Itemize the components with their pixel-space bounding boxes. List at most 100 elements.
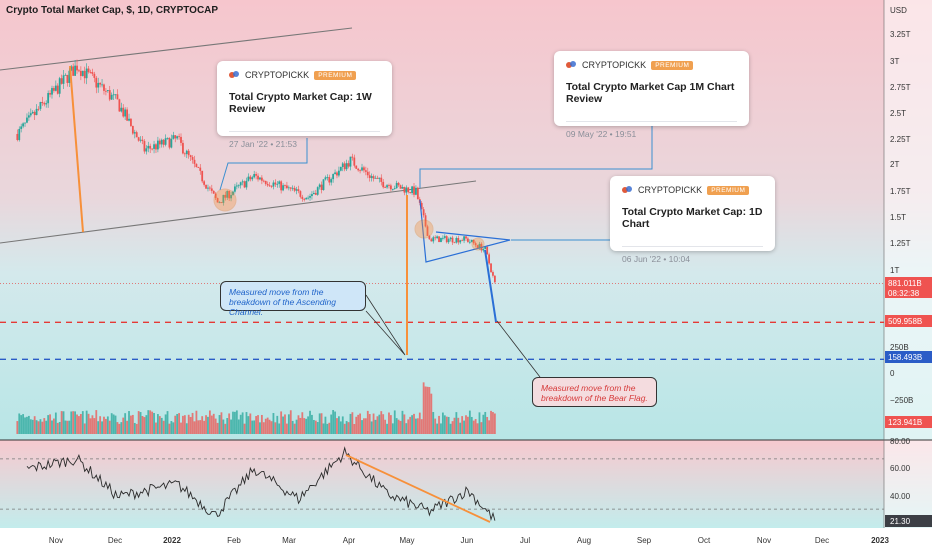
publication-card-1w-review[interactable]: CRYPTOPICKK PREMIUM Total Crypto Market … [217,61,392,149]
time-tick: Nov [757,536,771,545]
volume-bar [474,419,477,434]
volume-bar [334,411,336,434]
rsi-current-label-bg [885,515,932,527]
candle-body [320,184,323,191]
publication-card-1m-review[interactable]: CRYPTOPICKK PREMIUM Total Crypto Market … [554,51,749,139]
volume-bar [116,422,119,434]
volume-bar [37,421,40,434]
price-tick: 3.25T [890,30,911,39]
price-axis-background [884,0,932,528]
trendlines[interactable] [0,27,477,244]
candle-body [311,194,313,197]
volume-bar [486,416,489,434]
price-tick: 250B [890,343,909,352]
volume-bar [130,415,132,434]
volume-bar [112,414,115,434]
candle-body [95,77,98,88]
candle-body [91,72,94,74]
candle-body [455,238,458,243]
candle-body [26,117,28,123]
premium-badge: PREMIUM [707,185,750,195]
candle-body [197,167,200,168]
candle-body [208,187,211,189]
candle-body [31,111,34,114]
candle-body [53,88,55,91]
candle-body [318,184,321,188]
candle-body [447,239,450,243]
overlay-drawings[interactable] [69,65,653,378]
price-axis-unit: USD [890,6,907,15]
volume-bar [468,410,471,434]
price-tick: 1.25T [890,239,911,248]
volume-bar [272,413,275,434]
candle-body [336,172,338,176]
candle-body [106,90,109,92]
volume-bar [465,415,467,434]
volume-bar [270,421,273,434]
candle-body [66,74,69,83]
volume-bar [232,411,234,434]
candle-body [210,188,213,191]
publication-card-1d-chart[interactable]: CRYPTOPICKK PREMIUM Total Crypto Market … [610,176,775,264]
price-tick: 1.75T [890,187,911,196]
current-price-label-bg [885,277,932,298]
volume-bar [62,411,65,434]
candle-body [388,185,390,187]
price-axis-ticks: 3.25T 3T 2.75T 2.5T 2.25T 2T 1.75T 1.5T … [890,30,913,405]
volume-bar [189,416,192,434]
candle-body [268,185,271,187]
volume-bar [105,418,107,434]
candle-body [467,238,469,242]
bear-flag-note[interactable]: Measured move from the breakdown of the … [532,377,657,407]
volume-bar [22,414,25,434]
candle-body [255,174,258,176]
candle-body [301,196,304,199]
volume-bar [391,423,394,434]
candle-body [58,78,61,94]
price-tick: 2.5T [890,109,906,118]
volume-bar [457,417,460,434]
volume-bar [347,422,350,434]
volume-bar [393,410,396,434]
candle-body [29,113,32,116]
candle-body [178,136,180,138]
candle-body [232,191,234,195]
volume-bar [103,416,105,434]
candle-body [376,177,379,179]
candle-body [235,185,238,187]
candle-body [247,176,250,181]
candle-body [420,202,423,210]
candle-body [393,188,396,190]
time-tick: Jun [461,536,474,545]
rsi-current-label: 21.30 [890,517,911,526]
candle-body [64,74,67,76]
volume-bar [380,411,383,434]
volume-bar [174,415,177,434]
volume-bar [26,416,28,434]
volume-bar [216,422,219,434]
candle-body [257,175,259,180]
volume-bar [131,414,134,434]
volume-bar [72,411,75,434]
volume-bar [118,423,121,434]
volume-bar [451,421,454,434]
channel-lower-line [0,180,477,244]
channel-breakdown-note[interactable]: Measured move from the breakdown of the … [220,281,366,317]
candle-body [116,94,119,100]
candle-body [172,135,175,139]
volume-bar [218,415,221,434]
volume-bar [162,420,165,434]
candle-body [463,236,465,241]
candle-body [70,66,73,71]
volume-bar [145,415,148,434]
volume-bar [336,418,338,434]
volume-label: 123.941B [888,418,922,427]
volume-bar [195,410,198,434]
candle-body [170,138,173,148]
candle-body [274,182,277,185]
candle-body [372,176,375,179]
candle-body [403,187,406,193]
volume-bar [230,419,232,434]
volume-bar [332,410,335,434]
volume-bar [51,420,53,434]
